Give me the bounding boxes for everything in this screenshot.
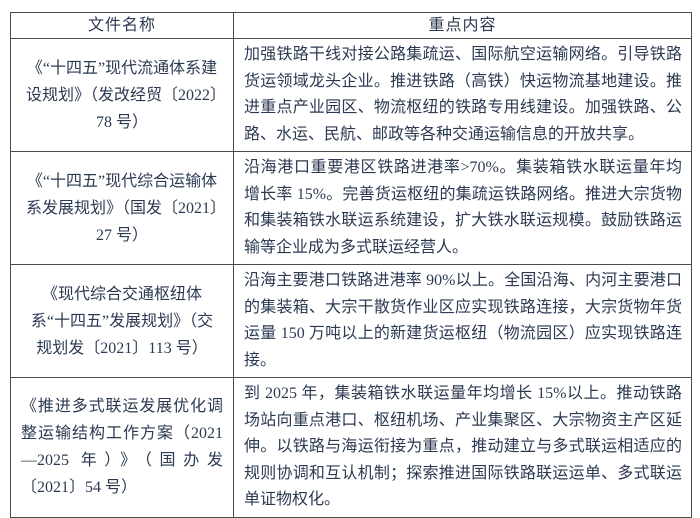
column-header-key-content: 重点内容 [233, 12, 692, 39]
key-content-cell: 到 2025 年，集装箱铁水联运量年均增长 15%以上。推动铁路场站向重点港口、… [233, 377, 692, 518]
table-row: 《现代综合交通枢纽体系“十四五”发展规划》（交规划发〔2021〕113 号） 沿… [10, 264, 692, 378]
table-row: 《“十四五”现代流通体系建设规划》（发改经贸〔2022〕78 号） 加强铁路干线… [10, 38, 692, 152]
policy-document-table: 文件名称 重点内容 《“十四五”现代流通体系建设规划》（发改经贸〔2022〕78… [10, 12, 692, 518]
table-row: 《推进多式联运发展优化调整运输结构工作方案（2021—2025 年）》（国办发〔… [10, 377, 692, 518]
document-name-cell: 《现代综合交通枢纽体系“十四五”发展规划》（交规划发〔2021〕113 号） [10, 264, 234, 378]
column-header-document-name: 文件名称 [10, 12, 234, 39]
key-content-cell: 加强铁路干线对接公路集疏运、国际航空运输网络。引导铁路货运领域龙头企业。推进铁路… [233, 38, 692, 152]
table-row: 《“十四五”现代综合运输体系发展规划》（国发〔2021〕27 号） 沿海港口重要… [10, 151, 692, 265]
table-header-row: 文件名称 重点内容 [10, 12, 692, 39]
policy-document-table-container: 文件名称 重点内容 《“十四五”现代流通体系建设规划》（发改经贸〔2022〕78… [10, 12, 692, 518]
document-name-cell: 《“十四五”现代综合运输体系发展规划》（国发〔2021〕27 号） [10, 151, 234, 265]
key-content-cell: 沿海主要港口铁路进港率 90%以上。全国沿海、内河主要港口的集装箱、大宗干散货作… [233, 264, 692, 378]
document-name-cell: 《“十四五”现代流通体系建设规划》（发改经贸〔2022〕78 号） [10, 38, 234, 152]
document-name-cell: 《推进多式联运发展优化调整运输结构工作方案（2021—2025 年）》（国办发〔… [10, 377, 234, 518]
key-content-cell: 沿海港口重要港区铁路进港率>70%。集装箱铁水联运量年均增长率 15%。完善货运… [233, 151, 692, 265]
